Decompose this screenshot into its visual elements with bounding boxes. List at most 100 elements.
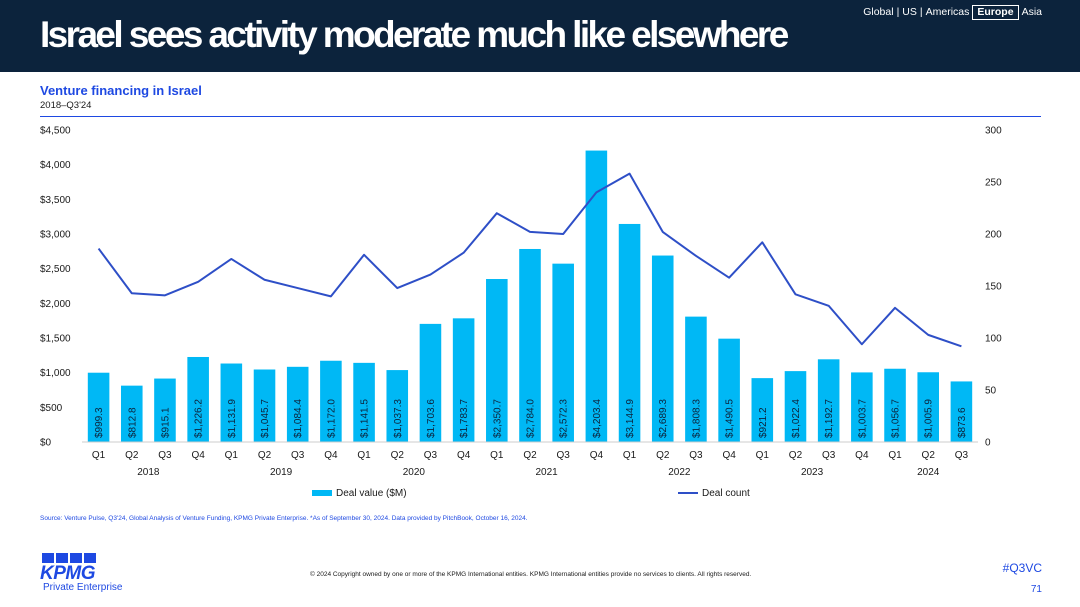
bar: [950, 381, 973, 442]
x-tick-label: Q2: [656, 450, 670, 461]
x-tick-label: Q3: [291, 450, 305, 461]
bar: [618, 223, 641, 442]
bar: [917, 372, 940, 442]
x-tick-label: Q4: [722, 450, 736, 461]
bar: [884, 368, 906, 442]
y-right-tick-label: 50: [985, 386, 997, 397]
x-tick-label: Q1: [490, 450, 504, 461]
bar-data-label: $1,141.5: [360, 399, 371, 438]
region-global[interactable]: Global: [863, 6, 894, 18]
legend-swatch-deal-value: [312, 490, 332, 496]
source-note: Source: Venture Pulse, Q3'24, Global Ana…: [40, 515, 528, 522]
bar: [851, 372, 873, 442]
bar: [452, 318, 475, 442]
x-tick-label: Q1: [357, 450, 371, 461]
page-number: 71: [1030, 584, 1042, 595]
x-tick-label: Q1: [888, 450, 902, 461]
bar-data-label: $1,703.6: [426, 399, 437, 438]
bar: [552, 263, 574, 442]
venture-chart: $0 $500 $1,000 $1,500 $2,000 $2,500 $3,000 $3,5…: [40, 126, 1002, 500]
legend-label-deal-count: Deal count: [702, 488, 750, 499]
x-tick-label: Q3: [689, 450, 703, 461]
region-nav: Global | US | Americas Europe Asia: [863, 5, 1042, 20]
bar-data-label: $1,056.7: [891, 399, 902, 438]
y-right-tick-label: 150: [985, 282, 1002, 293]
bar: [353, 362, 375, 442]
bar-data-label: $1,490.5: [725, 399, 736, 438]
y-left-tick-label: $1,500: [40, 334, 71, 345]
copyright-notice: © 2024 Copyright owned by one or more of…: [310, 571, 752, 578]
page-title: Israel sees activity moderate much like …: [40, 14, 789, 55]
year-label: 2023: [801, 467, 824, 478]
kpmg-logo-boxes: [42, 553, 96, 563]
bar: [519, 248, 541, 442]
bar-data-label: $2,784.0: [526, 399, 537, 438]
x-tick-label: Q3: [822, 450, 836, 461]
x-tick-label: Q4: [590, 450, 604, 461]
bar: [585, 150, 608, 442]
y-right-tick-label: 0: [985, 438, 991, 449]
bar-data-label: $999.3: [94, 407, 105, 438]
x-tick-label: Q2: [922, 450, 936, 461]
year-label: 2019: [270, 467, 293, 478]
bar: [817, 359, 840, 442]
bar-data-label: $1,084.4: [293, 399, 304, 438]
region-europe[interactable]: Europe: [972, 5, 1019, 20]
bar-data-label: $1,005.9: [924, 399, 935, 438]
x-tick-label: Q4: [457, 450, 471, 461]
year-label: 2022: [668, 467, 691, 478]
y-left-tick-label: $0: [40, 438, 52, 449]
year-label: 2024: [917, 467, 940, 478]
bar-data-label: $2,572.3: [559, 399, 570, 438]
hashtag: #Q3VC: [1002, 561, 1042, 575]
bar: [220, 363, 243, 442]
bar: [651, 255, 674, 442]
x-tick-label: Q2: [391, 450, 405, 461]
bar-data-label: $921.2: [758, 407, 769, 438]
bar-data-label: $1,003.7: [857, 399, 868, 438]
x-tick-label: Q2: [789, 450, 803, 461]
bar-data-label: $1,783.7: [459, 399, 470, 438]
region-us[interactable]: US: [902, 6, 917, 18]
title-divider: [40, 116, 1041, 117]
x-tick-label: Q3: [158, 450, 172, 461]
y-left-tick-label: $3,500: [40, 195, 71, 206]
y-left-tick-label: $1,000: [40, 368, 71, 379]
region-americas[interactable]: Americas: [925, 6, 970, 18]
legend-label-deal-value: Deal value ($M): [336, 488, 407, 499]
bar: [718, 338, 740, 442]
x-tick-label: Q1: [623, 450, 637, 461]
bar-data-label: $4,203.4: [592, 399, 603, 438]
header-bar: Israel sees activity moderate much like …: [0, 0, 1080, 72]
region-asia[interactable]: Asia: [1021, 6, 1042, 18]
bar: [386, 370, 409, 442]
y-right-tick-label: 100: [985, 334, 1002, 345]
bar-data-label: $2,689.3: [658, 399, 669, 438]
x-tick-label: Q2: [125, 450, 139, 461]
x-tick-label: Q2: [258, 450, 272, 461]
y-left-tick-label: $2,000: [40, 299, 71, 310]
bar-data-label: $873.6: [957, 407, 968, 438]
kpmg-logo: KPMG: [40, 563, 96, 584]
bar-data-label: $1,022.4: [791, 399, 802, 438]
bar-data-label: $1,045.7: [260, 399, 271, 438]
bar-data-label: $812.8: [127, 407, 138, 438]
x-tick-label: Q3: [955, 450, 969, 461]
bar: [154, 378, 176, 442]
year-label: 2021: [535, 467, 558, 478]
bar: [187, 356, 209, 442]
y-left-tick-label: $3,000: [40, 230, 71, 241]
bar: [286, 366, 309, 442]
bar: [751, 378, 774, 442]
y-right-tick-label: 200: [985, 230, 1002, 241]
bar: [685, 316, 707, 442]
x-tick-label: Q1: [756, 450, 770, 461]
x-tick-label: Q2: [523, 450, 537, 461]
bar-data-label: $3,144.9: [625, 399, 636, 438]
y-right-tick-label: 300: [985, 126, 1002, 137]
year-label: 2018: [137, 467, 160, 478]
x-tick-label: Q3: [424, 450, 438, 461]
y-left-tick-label: $4,000: [40, 160, 71, 171]
x-tick-label: Q1: [92, 450, 106, 461]
x-tick-label: Q1: [225, 450, 239, 461]
